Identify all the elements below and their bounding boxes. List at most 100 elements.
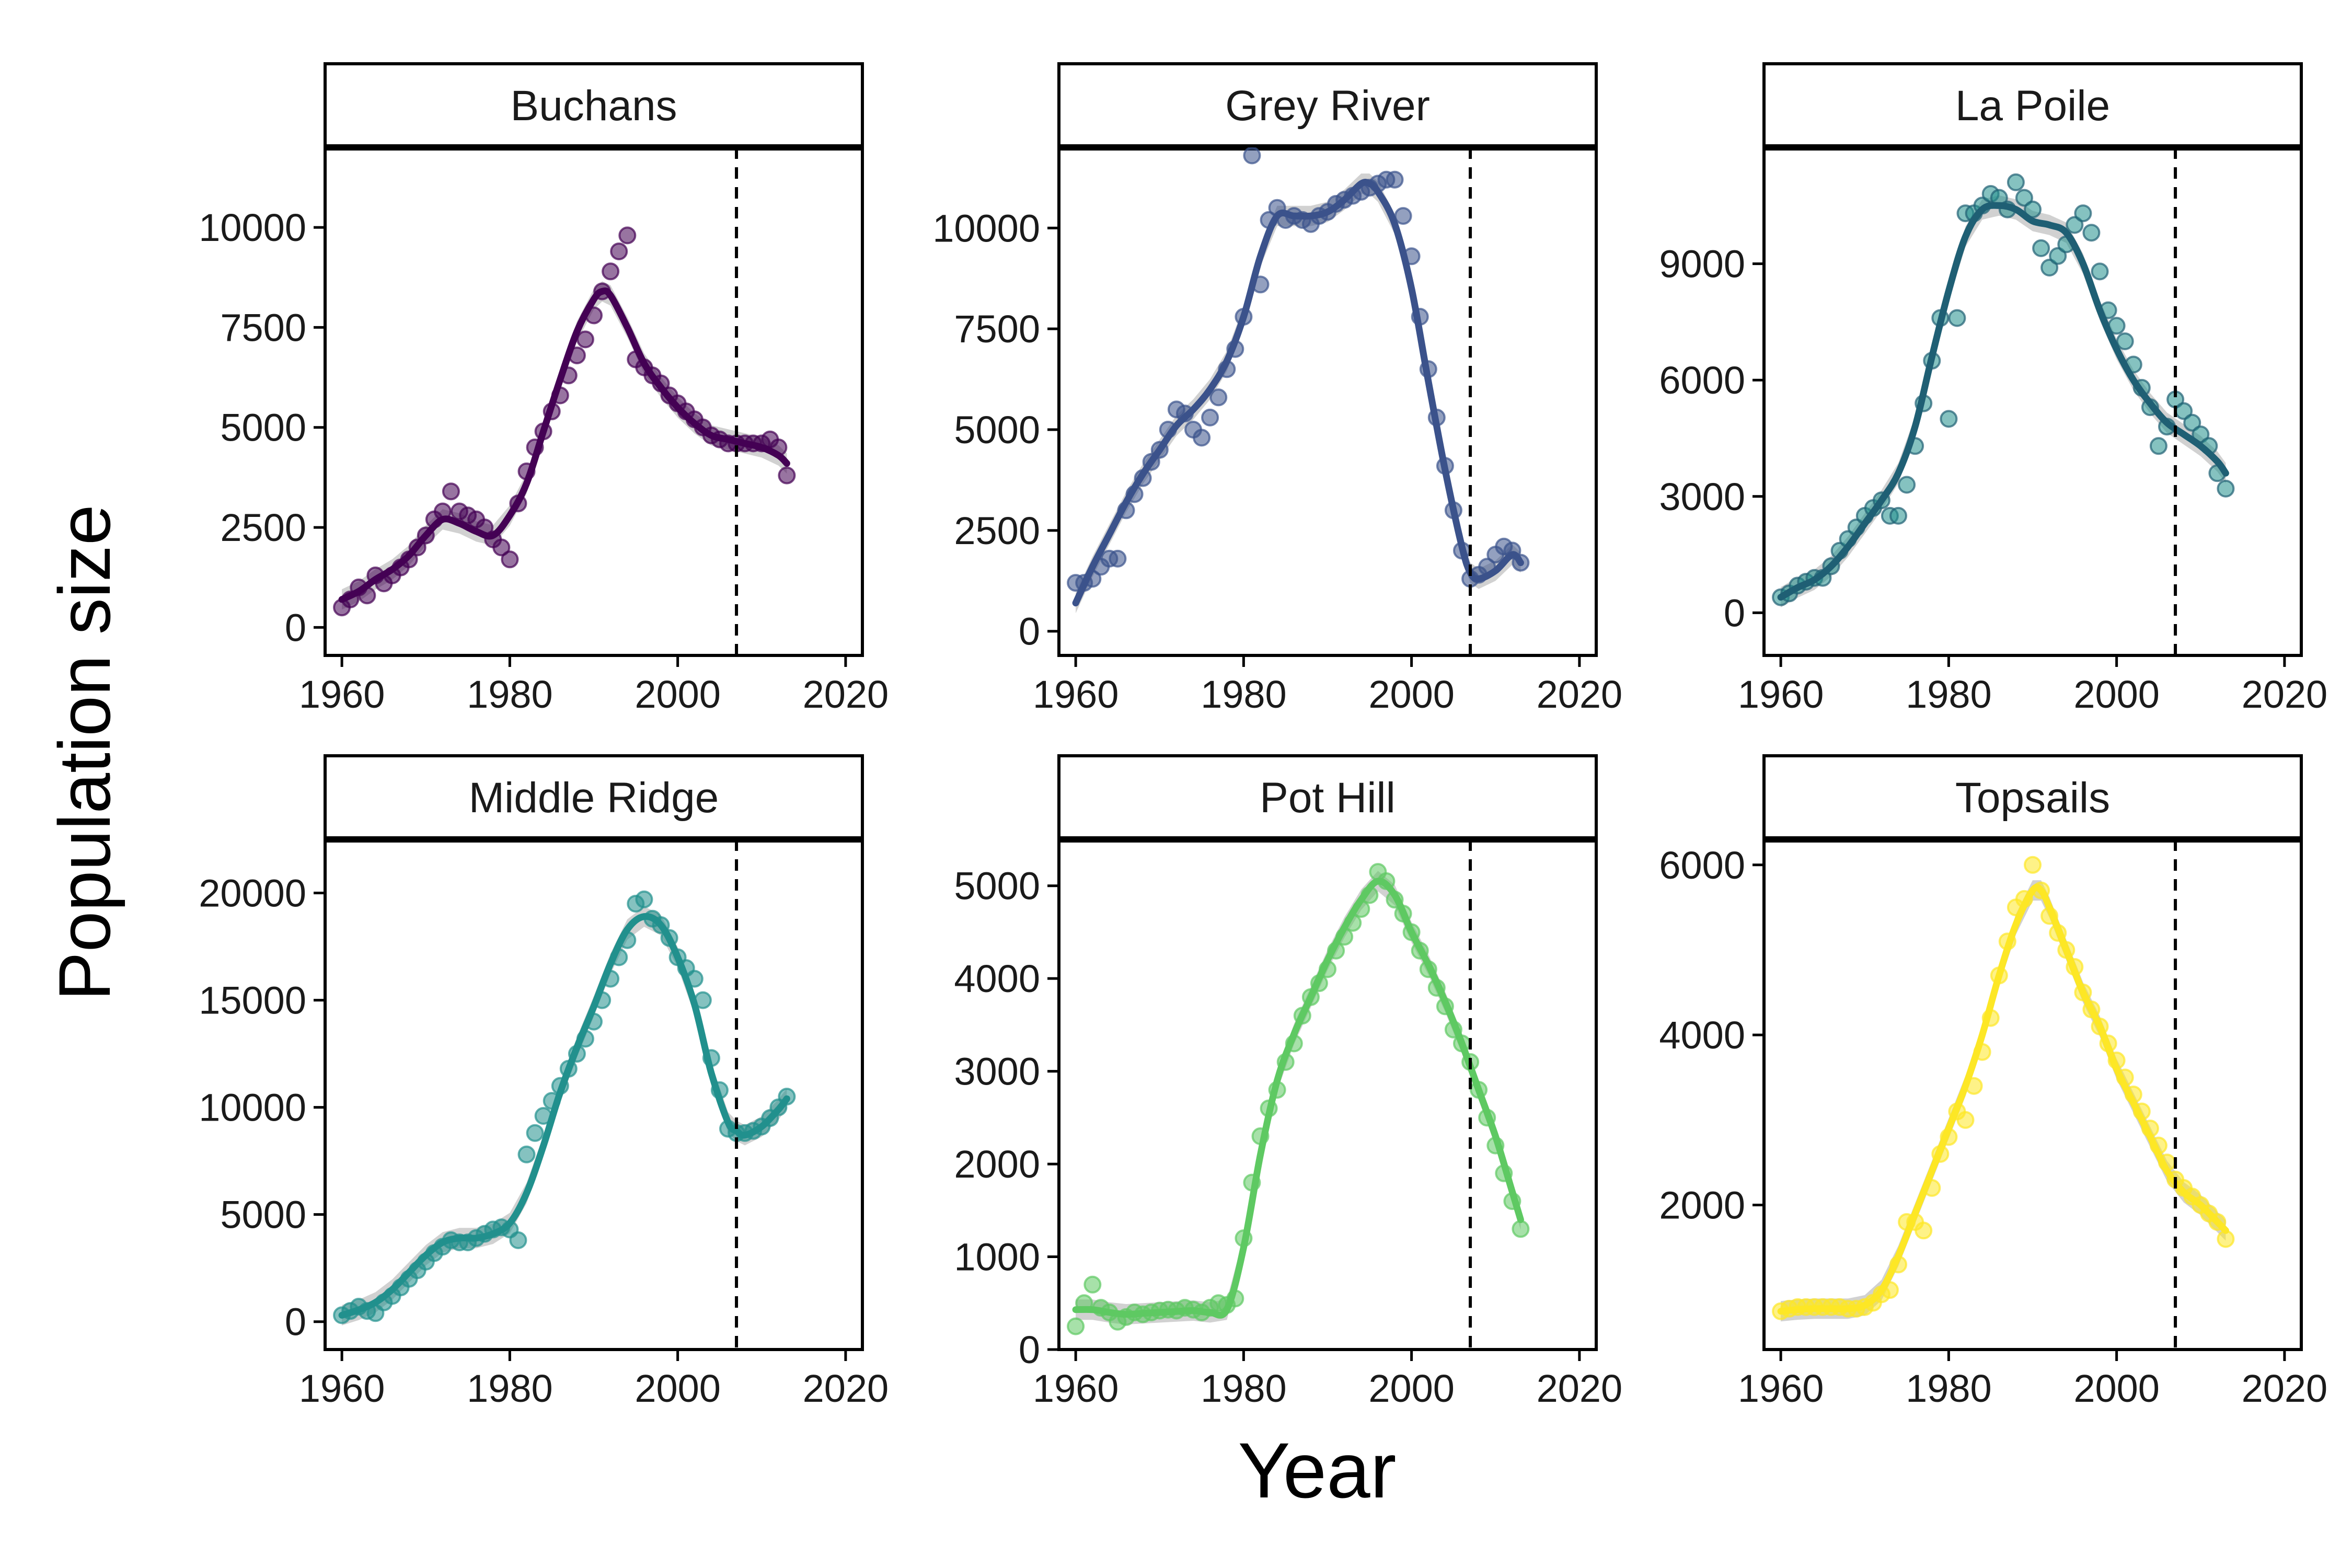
y-axis-title: Population size <box>43 504 125 1001</box>
data-point <box>2032 239 2050 257</box>
x-tick-label: 1960 <box>1738 673 1824 716</box>
x-tick-label: 2020 <box>1537 673 1623 716</box>
y-tick-label: 0 <box>1724 591 1745 635</box>
data-point <box>1083 1275 1102 1294</box>
y-tick-label: 7500 <box>954 307 1040 351</box>
data-point <box>778 466 796 485</box>
x-tick-label: 1980 <box>1906 673 1992 716</box>
y-tick-label: 5000 <box>954 408 1040 452</box>
x-tick-label: 2020 <box>2242 673 2328 716</box>
panel-border-buchans <box>324 146 864 657</box>
smooth-line-middle-ridge <box>338 913 790 1319</box>
data-point <box>1201 408 1219 426</box>
y-tick-label: 0 <box>1019 1328 1040 1371</box>
data-point <box>1193 429 1211 447</box>
data-point <box>1109 549 1127 568</box>
data-point <box>1243 147 1261 165</box>
data-point <box>2007 173 2025 191</box>
y-tick-label: 3000 <box>954 1050 1040 1093</box>
data-point <box>2217 479 2235 498</box>
data-point <box>2183 413 2201 432</box>
smooth-band-buchans <box>342 281 787 610</box>
data-point <box>2040 259 2059 276</box>
y-tick-label: 5000 <box>220 406 306 449</box>
y-tick-label: 6000 <box>1659 844 1745 887</box>
y-tick-label: 10000 <box>932 206 1040 250</box>
y-tick-label: 2000 <box>954 1143 1040 1186</box>
y-tick-label: 3000 <box>1659 475 1745 518</box>
smooth-line-buchans <box>338 287 790 603</box>
panel-grey-river: Grey River 1960 1980 2000 2020 0 2500 5000 7500 1… <box>932 62 1623 716</box>
strip-topsails <box>1762 754 2303 841</box>
strip-label-grey-river: Grey River <box>1225 82 1430 130</box>
y-tick-label: 4000 <box>954 957 1040 1000</box>
y-tick-label: 1000 <box>954 1236 1040 1279</box>
smooth-band-middle-ridge <box>342 906 787 1325</box>
strip-label-pot-hill: Pot Hill <box>1260 774 1396 822</box>
x-tick-label: 1960 <box>299 1367 385 1410</box>
chart-panels: Buchans 1960 1980 2000 2020 0 2500 5000 7500 1000… <box>199 62 2328 1410</box>
x-tick-label: 2020 <box>803 1367 889 1410</box>
y-tick-label: 2000 <box>1659 1183 1745 1227</box>
data-point <box>1898 476 1916 494</box>
data-point <box>602 262 620 281</box>
y-tick-label: 20000 <box>199 872 306 915</box>
panel-border-la-poile <box>1762 146 2303 657</box>
data-point <box>517 1145 536 1163</box>
strip-la-poile <box>1762 62 2303 149</box>
y-tick-label: 0 <box>285 606 306 649</box>
x-tick-label: 2000 <box>1368 1367 1455 1410</box>
x-tick-label: 2000 <box>1368 673 1455 716</box>
data-point <box>2066 216 2084 234</box>
data-point <box>1940 410 1958 428</box>
x-tick-label: 1960 <box>1738 1367 1824 1410</box>
data-point <box>2074 204 2092 223</box>
data-point <box>509 1231 527 1249</box>
x-tick-label: 2020 <box>2242 1367 2328 1410</box>
y-tick-label: 15000 <box>199 979 306 1022</box>
strip-label-middle-ridge: Middle Ridge <box>469 774 719 822</box>
data-point <box>2049 247 2067 265</box>
x-tick-label: 1980 <box>467 673 553 716</box>
strip-pot-hill <box>1057 754 1598 841</box>
x-tick-label: 1960 <box>299 673 385 716</box>
strip-label-buchans: Buchans <box>510 82 677 130</box>
panel-border-grey-river <box>1057 146 1598 657</box>
x-tick-label: 2000 <box>2073 673 2160 716</box>
x-tick-label: 1980 <box>1906 1367 1992 1410</box>
panel-buchans: Buchans 1960 1980 2000 2020 0 2500 5000 7500 1000… <box>199 62 889 716</box>
x-tick-label: 1960 <box>1033 1367 1119 1410</box>
x-tick-label: 2000 <box>2073 1367 2160 1410</box>
y-tick-label: 10000 <box>199 1086 306 1129</box>
y-tick-label: 2500 <box>220 506 306 549</box>
x-tick-label: 1980 <box>467 1367 553 1410</box>
data-point <box>501 550 519 569</box>
x-tick-label: 2020 <box>1537 1367 1623 1410</box>
x-tick-label: 2000 <box>635 1367 721 1410</box>
data-point <box>1915 1221 1933 1240</box>
y-tick-label: 0 <box>285 1300 306 1344</box>
y-tick-label: 10000 <box>199 206 306 249</box>
data-point <box>2116 332 2134 350</box>
data-layer-buchans <box>333 226 796 617</box>
data-point <box>1386 170 1404 189</box>
data-point <box>610 243 628 260</box>
smooth-line-la-poile <box>1777 202 2229 601</box>
x-tick-label: 1980 <box>1201 673 1287 716</box>
strip-buchans <box>324 62 864 149</box>
data-point <box>1948 309 1966 327</box>
panel-border-middle-ridge <box>324 838 864 1351</box>
panel-pot-hill: Pot Hill 1960 1980 2000 2020 0 1000 2000 3000 400… <box>954 754 1623 1410</box>
smooth-line-grey-river <box>1072 179 1524 607</box>
data-point <box>492 538 511 557</box>
data-layer-middle-ridge <box>333 890 796 1325</box>
data-layer-grey-river <box>1067 147 1530 614</box>
strip-label-topsails: Topsails <box>1955 774 2110 822</box>
data-point <box>1394 207 1412 225</box>
data-point <box>1512 1220 1530 1238</box>
y-tick-label: 6000 <box>1659 359 1745 402</box>
data-point <box>2082 224 2101 242</box>
y-tick-label: 5000 <box>954 864 1040 908</box>
y-tick-label: 4000 <box>1659 1013 1745 1057</box>
data-layer-la-poile <box>1772 173 2235 608</box>
